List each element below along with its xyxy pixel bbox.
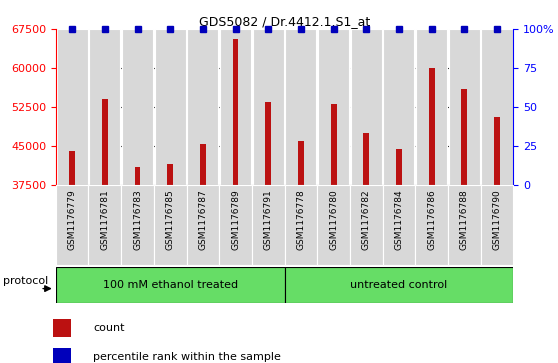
Text: GSM1176789: GSM1176789 [231,189,240,250]
Bar [233,40,238,185]
Bar [56,267,285,303]
Bar [56,185,89,265]
Bar [331,105,336,185]
Bar [122,29,153,185]
Bar [186,185,219,265]
Bar [200,143,206,185]
Bar [89,185,121,265]
Text: GSM1176783: GSM1176783 [133,189,142,250]
Bar [265,102,271,185]
Bar [416,29,447,185]
Bar [448,185,480,265]
Bar [285,267,513,303]
Bar [252,185,285,265]
Bar [154,185,186,265]
Text: GSM1176790: GSM1176790 [493,189,502,250]
Text: GSM1176779: GSM1176779 [68,189,76,250]
Bar [482,29,513,185]
Bar [415,185,448,265]
Bar [220,29,251,185]
Bar [285,185,318,265]
Bar [134,167,141,185]
Bar [383,29,415,185]
Text: GSM1176785: GSM1176785 [166,189,175,250]
Text: untreated control: untreated control [350,280,448,290]
Bar [494,118,500,185]
Bar [461,89,467,185]
Text: GSM1176778: GSM1176778 [296,189,305,250]
Bar [121,185,154,265]
Text: GSM1176782: GSM1176782 [362,189,371,250]
Bar [102,99,108,185]
Text: protocol: protocol [3,276,48,286]
Bar [167,164,173,185]
Bar [89,29,121,185]
Text: GSM1176788: GSM1176788 [460,189,469,250]
Bar [219,185,252,265]
Bar [69,151,75,185]
Text: GSM1176787: GSM1176787 [199,189,208,250]
Text: percentile rank within the sample: percentile rank within the sample [93,352,281,362]
Bar [396,149,402,185]
Bar [155,29,186,185]
Bar [449,29,480,185]
Text: GSM1176786: GSM1176786 [427,189,436,250]
Bar [318,29,349,185]
Bar [53,348,71,363]
Text: GSM1176780: GSM1176780 [329,189,338,250]
Bar [56,29,88,185]
Bar [285,29,316,185]
Bar [253,29,284,185]
Bar [429,68,435,185]
Title: GDS5082 / Dr.4412.1.S1_at: GDS5082 / Dr.4412.1.S1_at [199,15,370,28]
Bar [383,185,415,265]
Text: count: count [93,323,124,333]
Text: GSM1176781: GSM1176781 [100,189,109,250]
Bar [351,29,382,185]
Text: 100 mM ethanol treated: 100 mM ethanol treated [103,280,238,290]
Bar [298,141,304,185]
Text: GSM1176791: GSM1176791 [264,189,273,250]
Bar [350,185,383,265]
Bar [53,319,71,337]
Bar [363,133,369,185]
Text: GSM1176784: GSM1176784 [395,189,403,250]
Bar [480,185,513,265]
Bar [318,185,350,265]
Bar [187,29,218,185]
